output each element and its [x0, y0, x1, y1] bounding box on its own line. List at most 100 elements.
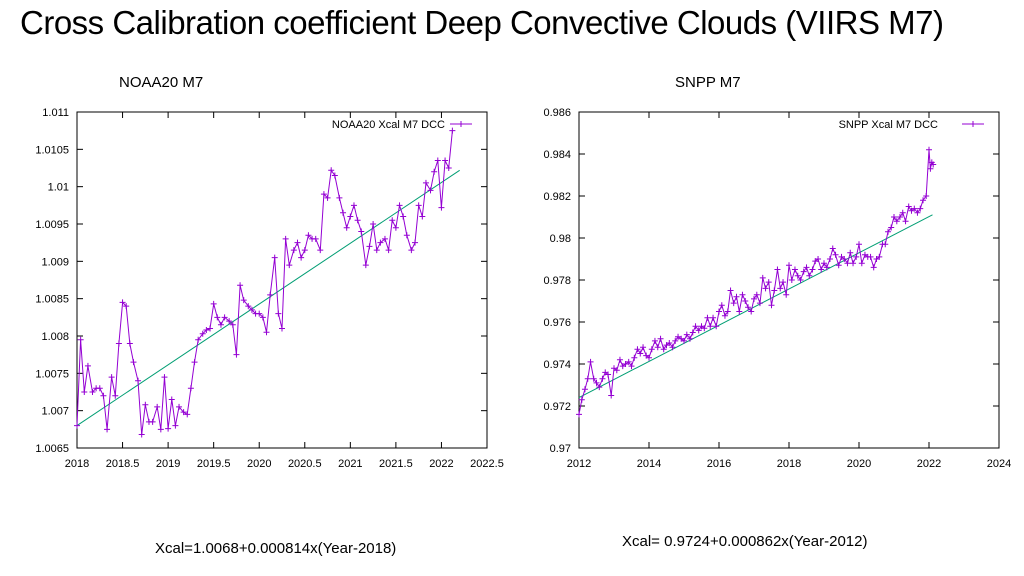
- snpp-xtick-label: 2022: [917, 458, 941, 470]
- snpp-data-point: [581, 386, 588, 393]
- snpp-data-point: [762, 285, 769, 292]
- noaa20-data-point: [370, 221, 377, 227]
- left-equation: Xcal=1.0068+0.000814x(Year-2018): [155, 540, 397, 557]
- noaa20-data-point: [354, 217, 361, 224]
- snpp-data-point: [669, 344, 676, 351]
- snpp-data-point: [765, 279, 772, 286]
- snpp-data-point: [646, 354, 652, 361]
- noaa20-data-point: [392, 224, 399, 231]
- snpp-data-point: [634, 346, 641, 353]
- snpp-data-point: [774, 266, 781, 273]
- noaa20-data-point: [328, 167, 335, 174]
- noaa20-data-point: [214, 314, 221, 321]
- snpp-ytick-label: 0.982: [543, 191, 571, 203]
- noaa20-data-point: [431, 168, 438, 175]
- noaa20-plot-frame: [76, 111, 488, 449]
- noaa20-data-point: [320, 191, 327, 198]
- snpp-data-point: [923, 193, 930, 199]
- noaa20-ytick-label: 1.0065: [35, 443, 69, 455]
- snpp-data-point: [899, 209, 906, 216]
- noaa20-data-point: [282, 235, 289, 242]
- snpp-data-point: [637, 350, 644, 357]
- snpp-data-point: [888, 224, 895, 231]
- noaa20-data-point: [340, 209, 347, 216]
- snpp-legend-marker: [970, 121, 976, 127]
- snpp-data-point: [576, 411, 582, 418]
- snpp-data-point: [896, 214, 903, 220]
- noaa20-data-point: [112, 392, 119, 399]
- noaa20-data-point: [267, 291, 274, 298]
- snpp-data-point: [651, 337, 658, 344]
- snpp-data-point: [882, 241, 889, 248]
- snpp-chart: 0.97 0.972 0.974 0.976 0.978 0.98 0.982 0.984 0.…: [543, 107, 1011, 470]
- snpp-data-point: [844, 260, 851, 267]
- noaa20-xtick-label: 2018.5: [106, 458, 140, 470]
- noaa20-data-point: [263, 329, 270, 336]
- snpp-data-point: [608, 392, 615, 399]
- noaa20-data-point: [286, 262, 293, 269]
- snpp-data-point: [893, 218, 900, 225]
- snpp-data-point: [713, 323, 720, 330]
- noaa20-xtick-label: 2019: [156, 458, 180, 470]
- snpp-data-point: [704, 314, 711, 321]
- snpp-data-point: [596, 384, 603, 391]
- noaa20-legend-label: NOAA20 Xcal M7 DCC: [332, 119, 445, 131]
- noaa20-data-point: [373, 247, 380, 254]
- noaa20-data-point: [130, 359, 137, 366]
- snpp-data-point: [599, 375, 606, 382]
- snpp-data-point: [771, 287, 778, 294]
- snpp-data-point: [733, 293, 740, 300]
- snpp-data-point: [926, 146, 932, 153]
- noaa20-data-point: [199, 330, 206, 337]
- noaa20-ytick-label: 1.011: [42, 107, 69, 119]
- noaa20-data-point: [256, 310, 263, 317]
- noaa20-data-point: [89, 389, 96, 395]
- noaa20-ytick-label: 1.01: [48, 182, 69, 194]
- noaa20-data-point: [96, 385, 103, 392]
- noaa20-data-point: [396, 202, 403, 209]
- snpp-data-point: [584, 375, 591, 382]
- noaa20-data-point: [389, 217, 396, 224]
- snpp-xtick-label: 2020: [847, 458, 871, 470]
- snpp-ytick-label: 0.978: [543, 275, 571, 287]
- noaa20-data-point: [312, 235, 319, 242]
- noaa20-xtick-label: 2020: [247, 458, 271, 470]
- noaa20-data-point: [381, 235, 388, 242]
- noaa20-data-point: [226, 318, 233, 325]
- noaa20-data-point: [142, 401, 149, 408]
- snpp-data-point: [701, 325, 708, 332]
- snpp-data-point: [590, 375, 597, 382]
- noaa20-data-point: [442, 157, 449, 164]
- snpp-ytick-label: 0.976: [543, 317, 571, 329]
- snpp-data-point: [823, 264, 830, 271]
- snpp-data-point: [681, 337, 687, 344]
- noaa20-ytick-label: 1.0075: [35, 368, 69, 380]
- snpp-data-point: [927, 165, 934, 172]
- snpp-data-point: [616, 356, 623, 363]
- noaa20-data-point: [259, 314, 266, 321]
- snpp-data-point: [710, 314, 717, 321]
- snpp-data-point: [783, 291, 790, 298]
- snpp-data-point: [885, 228, 892, 235]
- noaa20-data-point: [415, 202, 422, 209]
- noaa20-data-point: [191, 359, 198, 366]
- noaa20-data-point: [377, 239, 384, 246]
- snpp-data-point: [821, 260, 827, 267]
- noaa20-xtick-label: 2018: [65, 458, 89, 470]
- noaa20-data-point: [74, 422, 80, 429]
- noaa20-xtick-label: 2020.5: [288, 458, 322, 470]
- noaa20-data-point: [358, 228, 365, 235]
- noaa20-data-point: [434, 157, 441, 164]
- noaa20-data-point: [77, 336, 84, 343]
- snpp-data-point: [856, 241, 862, 248]
- noaa20-data-point: [126, 340, 133, 347]
- snpp-data-point: [914, 209, 921, 216]
- noaa20-data-point: [195, 336, 202, 343]
- noaa20-data-point: [100, 392, 107, 399]
- snpp-data-point: [622, 361, 629, 367]
- page-title: Cross Calibration coefficient Deep Conve…: [20, 4, 944, 41]
- noaa20-fit-line: [76, 169, 460, 427]
- noaa20-data-point: [419, 213, 426, 220]
- snpp-data-point: [739, 291, 746, 298]
- noaa20-data-point: [233, 351, 240, 358]
